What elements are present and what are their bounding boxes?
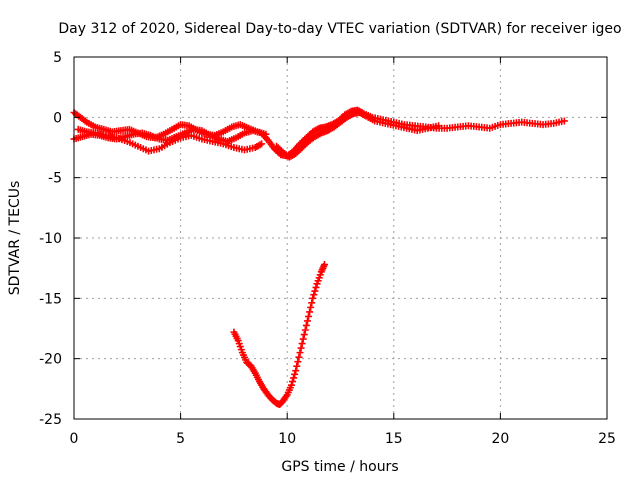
x-axis-label: GPS time / hours xyxy=(281,459,398,475)
data-point xyxy=(308,299,316,307)
data-point xyxy=(302,321,310,329)
x-tick-label: 15 xyxy=(385,431,403,447)
series-track-d xyxy=(258,106,568,160)
x-tick-label: 10 xyxy=(278,431,296,447)
y-tick-label: 0 xyxy=(53,110,62,126)
x-tick-label: 0 xyxy=(70,431,79,447)
x-tick-label: 5 xyxy=(176,431,185,447)
data-point xyxy=(311,287,319,295)
data-point xyxy=(303,317,311,325)
data-point xyxy=(293,362,301,370)
data-point xyxy=(282,392,290,400)
grid-lines xyxy=(74,57,607,419)
data-point xyxy=(300,331,308,339)
y-tick-label: -15 xyxy=(39,291,62,307)
data-point xyxy=(294,358,302,366)
y-tick-label: -25 xyxy=(39,412,62,428)
y-tick-label: -5 xyxy=(48,171,62,187)
y-tick-label: 5 xyxy=(53,50,62,66)
data-point xyxy=(435,122,443,130)
data-point xyxy=(292,367,300,375)
data-point xyxy=(287,381,295,389)
x-axis-ticks: 0 5 10 15 20 25 xyxy=(70,57,616,447)
series-track-e xyxy=(273,109,443,161)
data-point xyxy=(297,344,305,352)
x-tick-label: 25 xyxy=(598,431,616,447)
data-point xyxy=(298,340,306,348)
x-tick-label: 20 xyxy=(491,431,509,447)
y-tick-label: -20 xyxy=(39,352,62,368)
data-point xyxy=(301,326,309,334)
series-dip xyxy=(230,261,329,409)
chart-title: Day 312 of 2020, Sidereal Day-to-day VTE… xyxy=(58,21,621,37)
data-point xyxy=(296,349,304,357)
data-point xyxy=(291,370,299,378)
data-point xyxy=(310,291,318,299)
data-point xyxy=(290,374,298,382)
data-point xyxy=(312,283,320,291)
data-point xyxy=(560,117,568,125)
data-point xyxy=(295,353,303,361)
series-track-c xyxy=(74,125,266,155)
data-point xyxy=(309,294,317,302)
data-point xyxy=(299,335,307,343)
data-point xyxy=(258,140,266,148)
data-point xyxy=(306,308,314,316)
data-point xyxy=(307,303,315,311)
y-axis-label: SDTVAR / TECUs xyxy=(7,181,23,296)
data-point xyxy=(321,261,329,269)
data-point xyxy=(289,378,297,386)
data-point xyxy=(305,312,313,320)
data-marks xyxy=(70,106,568,409)
y-axis-ticks: 5 0 -5 -10 -15 -20 -25 xyxy=(39,50,607,428)
y-tick-label: -10 xyxy=(39,231,62,247)
